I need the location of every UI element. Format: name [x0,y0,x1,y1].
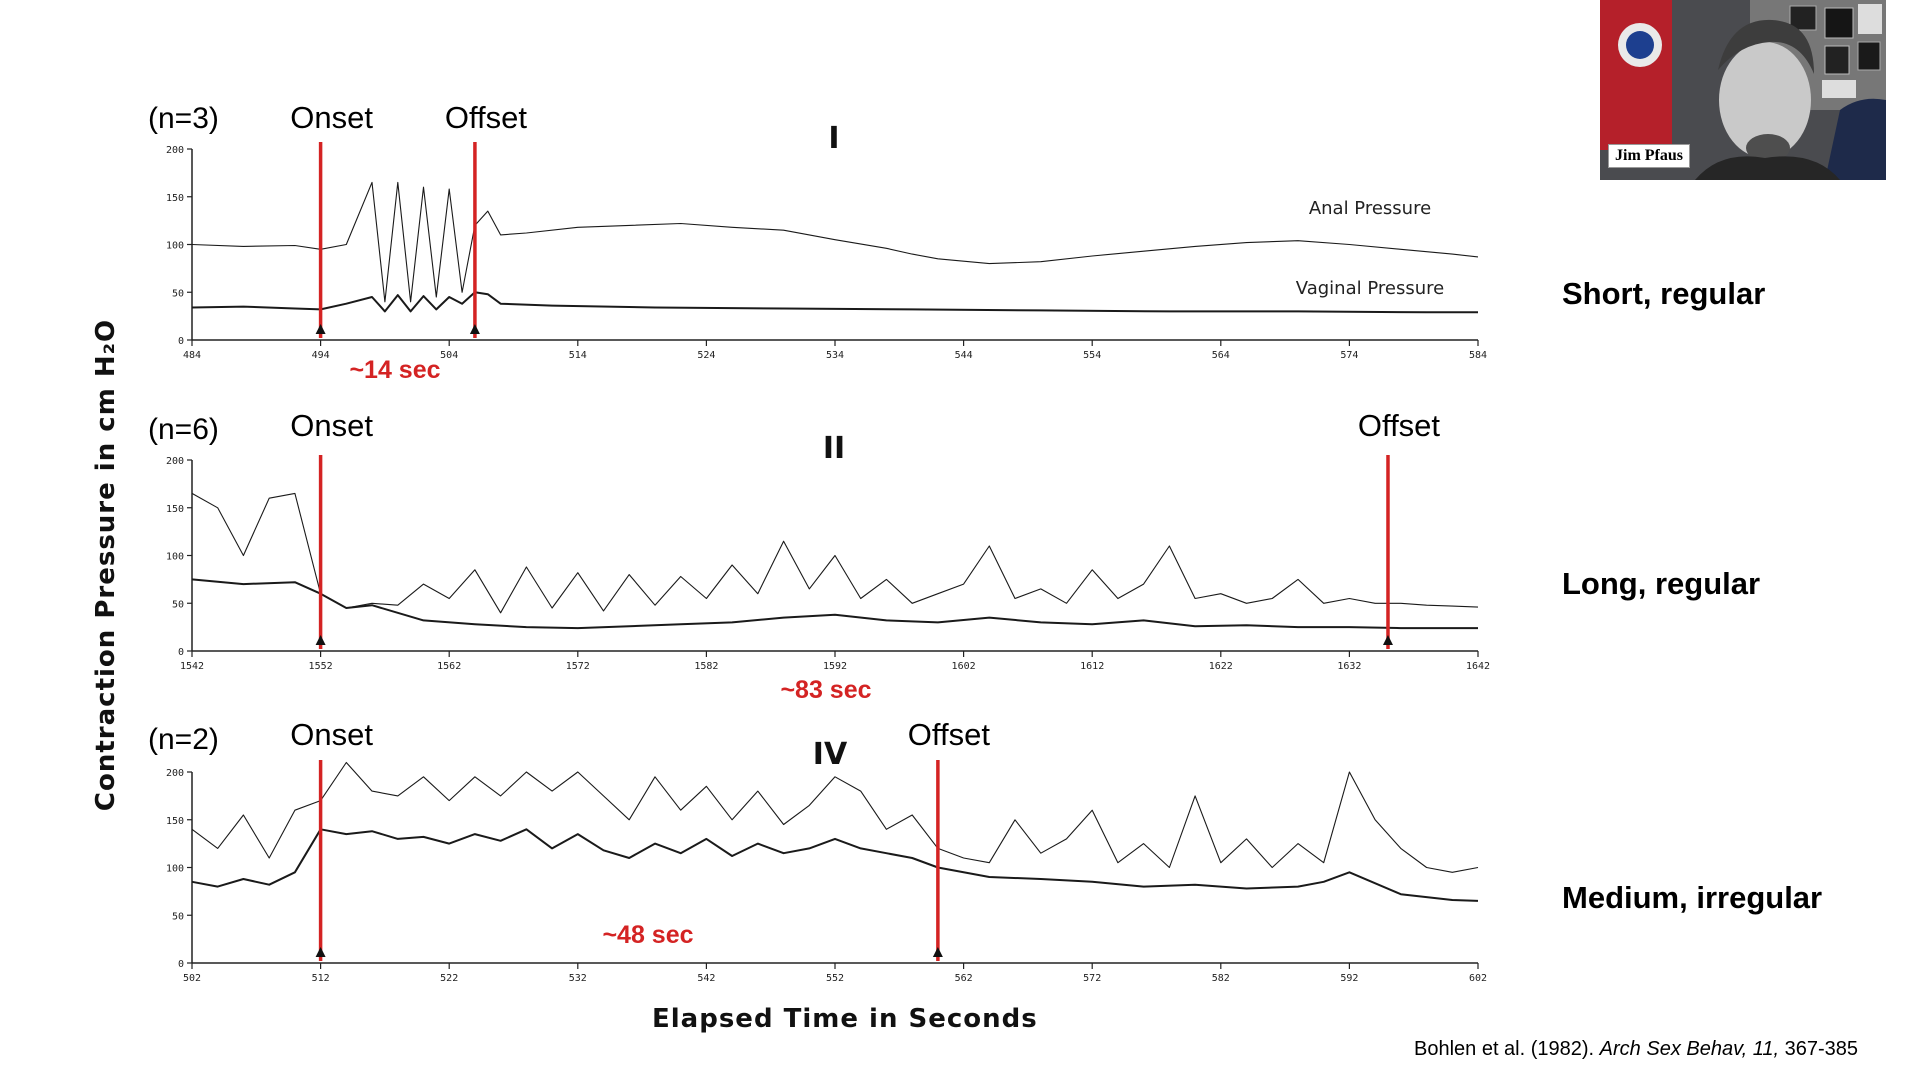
panel-2-x-tick-label: 1632 [1337,661,1361,672]
panel-2-x-tick-label: 1572 [566,661,590,672]
panel-1-y-tick-label: 50 [172,288,184,299]
panel-2-offset-label: Offset [1358,408,1441,443]
panel-2-y-tick-label: 200 [166,456,184,467]
panel-3-offset-label: Offset [908,717,991,752]
panel-2-description: Long, regular [1562,566,1761,601]
participant-name-tag: Jim Pfaus [1608,144,1690,168]
panel-1-x-tick-label: 584 [1469,350,1487,361]
panel-3-title: IV [813,737,848,772]
panel-3-x-tick-label: 602 [1469,973,1487,984]
panel-1-series-label: Vaginal Pressure [1296,278,1444,299]
panel-3-x-tick-label: 592 [1340,973,1358,984]
panel-1-y-tick-label: 150 [166,193,184,204]
panel-2-series-upper-line [191,492,1479,614]
panel-2-x-tick-label: 1612 [1080,661,1104,672]
panel-1-title: I [828,121,839,156]
panel-1-x-tick-label: 554 [1083,350,1101,361]
plot-area: 0 50 100 150 200 484 494 504 514 524 534 544 554 564 5… [148,100,1490,984]
panel-3-n-label: (n=2) [148,723,219,756]
panel-1-x-tick-label: 504 [440,350,458,361]
panel-1-duration-label: ~14 sec [349,356,440,384]
panel-3-x-tick-label: 532 [569,973,587,984]
panel-2-x-tick-label: 1642 [1466,661,1490,672]
panel-3-y-tick-label: 200 [166,768,184,779]
panel-1-series-label: Anal Pressure [1309,198,1431,219]
panel-2-x-tick-label: 1602 [952,661,976,672]
panel-2-x-tick-label: 1562 [437,661,461,672]
panel-2-x-tick-label: 1592 [823,661,847,672]
panel-2-x-tick-label: 1552 [309,661,333,672]
panel-1-series-upper-line [191,181,1479,303]
pennant-flag [1600,0,1672,150]
panel-2-x-tick-label: 1582 [694,661,718,672]
panel-2-offset-arrow [1382,635,1393,645]
panel-3-series-lower-line [191,828,1479,902]
panel-2-onset-label: Onset [290,408,373,443]
panel-3-x-tick-label: 562 [955,973,973,984]
panel-1-y-tick-label: 100 [166,241,184,252]
panel-1-y-tick-label: 200 [166,145,184,156]
panel-3-x-tick-label: 542 [697,973,715,984]
panel-1-x-tick-label: 494 [312,350,330,361]
panel-2-series-lower-line [191,578,1478,630]
panel-1-x-tick-label: 514 [569,350,587,361]
panel-2-y-tick-label: 100 [166,552,184,563]
webcam-video-tile[interactable]: Jim Pfaus [1600,0,1886,180]
panel-2-y-tick-label: 0 [178,647,184,658]
panel-3-y-tick-label: 100 [166,864,184,875]
panel-2-y-tick-label: 150 [166,504,184,515]
panel-1-x-tick-label: 524 [697,350,715,361]
panel-3-x-tick-label: 502 [183,973,201,984]
panel-3-x-tick-label: 582 [1212,973,1230,984]
panel-1-x-tick-label: 544 [955,350,973,361]
panel-2-x-tick-label: 1542 [180,661,204,672]
panel-1-n-label: (n=3) [148,102,219,135]
panel-1-series-lower-line [191,291,1478,314]
panel-1-description: Short, regular [1562,276,1766,311]
citation-pages: 367-385 [1779,1038,1858,1060]
panel-2-onset-arrow [315,635,326,645]
panel-1-offset-label: Offset [445,100,528,135]
panel-2-y-tick-label: 50 [172,599,184,610]
panel-2-x-tick-label: 1622 [1209,661,1233,672]
panel-3-onset-arrow [315,947,326,957]
citation-authors: Bohlen et al. (1982). [1413,1038,1600,1060]
panel-3-y-tick-label: 150 [166,816,184,827]
panel-3-y-tick-label: 0 [178,959,184,970]
panel-3-x-tick-label: 512 [312,973,330,984]
panel-1-x-tick-label: 534 [826,350,844,361]
panel-3-y-tick-label: 50 [172,911,184,922]
panel-3-x-tick-label: 522 [440,973,458,984]
x-axis-title: Elapsed Time in Seconds [652,1004,1038,1034]
panel-3-description: Medium, irregular [1562,880,1823,915]
panel-2-title: II [823,431,845,466]
panel-3-x-tick-label: 572 [1083,973,1101,984]
panel-1-x-tick-label: 564 [1212,350,1230,361]
panel-3-series-upper-line [191,761,1479,873]
panel-3-onset-label: Onset [290,717,373,752]
panel-1-y-tick-label: 0 [178,336,184,347]
panel-3-offset-arrow [932,947,943,957]
panel-2-duration-label: ~83 sec [780,676,871,704]
citation-journal: Arch Sex Behav, 11, [1599,1038,1780,1060]
panel-1-offset-arrow [469,324,480,334]
panel-1-onset-label: Onset [290,100,373,135]
citation: Bohlen et al. (1982). Arch Sex Behav, 11… [1414,1038,1858,1061]
panel-1-x-tick-label: 574 [1340,350,1358,361]
panel-3-duration-label: ~48 sec [602,921,693,949]
panel-3-x-tick-label: 552 [826,973,844,984]
panel-2-n-label: (n=6) [148,413,219,446]
webcam-scene [1600,0,1886,180]
y-axis-title: Contraction Pressure in cm H₂O [91,318,121,812]
panel-1-x-tick-label: 484 [183,350,201,361]
panel-1-onset-arrow [315,324,326,334]
